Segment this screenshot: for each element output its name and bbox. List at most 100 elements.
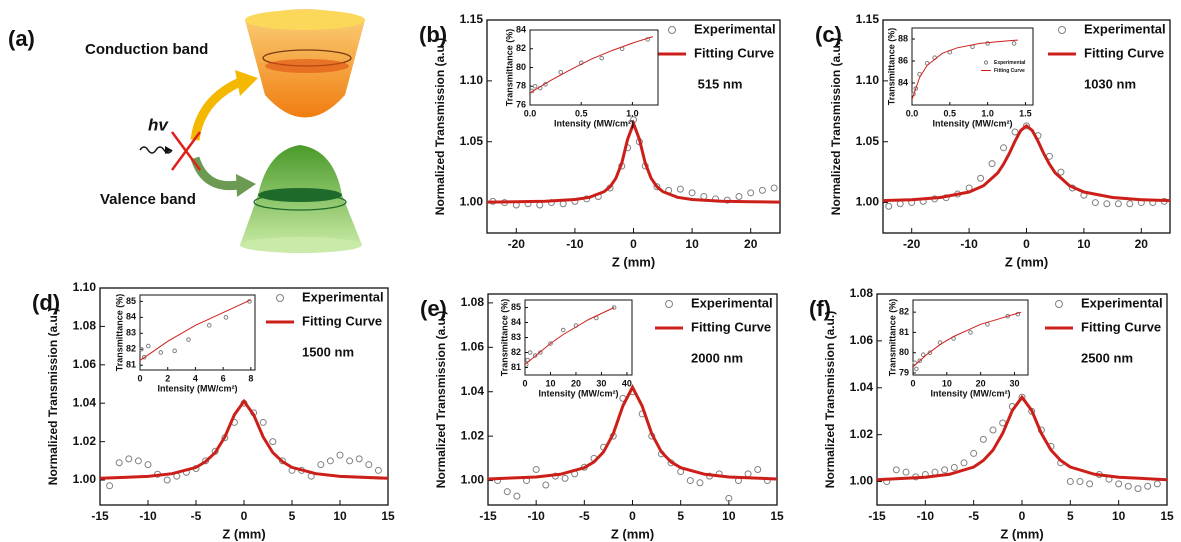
data-point <box>927 350 933 356</box>
y-tick-label: 1.02 <box>850 427 874 441</box>
arrow-head <box>235 70 258 96</box>
legend-label: Fitting Curve <box>1084 45 1164 60</box>
data-point <box>317 461 325 469</box>
x-tick-label: -5 <box>579 509 590 523</box>
x-tick-label: 5 <box>1067 509 1074 523</box>
data-point <box>1103 200 1111 208</box>
band-label: Conduction band <box>85 41 208 58</box>
data-point <box>735 192 743 200</box>
data-point <box>532 83 538 89</box>
data-point <box>527 350 533 355</box>
x-tick-label: -5 <box>191 509 202 523</box>
data-point <box>1144 482 1152 490</box>
data-point <box>902 468 910 476</box>
data-point <box>336 451 344 459</box>
legend-label: Fitting Curve <box>694 45 774 60</box>
y-tick-label: 82 <box>126 344 136 354</box>
y-tick-label: 82 <box>899 307 909 317</box>
y-axis-label: Transmittance (%) <box>504 29 514 107</box>
data-point <box>144 461 152 469</box>
data-point <box>977 174 985 182</box>
x-tick-label: -10 <box>960 237 978 251</box>
y-axis-label: Normalized Transmission (a.u.) <box>433 38 447 215</box>
x-tick-label: 20 <box>744 237 758 251</box>
y-tick-label: 84 <box>898 77 908 87</box>
data-point <box>725 494 733 502</box>
annotation: 2500 nm <box>1081 350 1133 365</box>
y-tick-label: 79 <box>899 367 909 377</box>
y-tick-label: 88 <box>898 33 908 43</box>
fit-curve <box>912 311 1022 368</box>
y-tick-label: 84 <box>511 317 521 327</box>
band-ring <box>258 188 342 202</box>
data-point <box>532 353 538 358</box>
data-point <box>645 37 651 42</box>
data-point <box>513 492 521 500</box>
x-tick-label: -10 <box>917 509 935 523</box>
y-tick-label: 85 <box>126 296 136 306</box>
x-tick-label: 10 <box>1112 509 1126 523</box>
y-tick-label: 80 <box>899 347 909 357</box>
y-tick-label: 1.00 <box>460 195 484 209</box>
x-tick-label: 8 <box>248 373 253 383</box>
x-axis-label: Z (mm) <box>611 526 654 541</box>
data-point <box>1091 199 1099 207</box>
data-point <box>1066 478 1074 486</box>
data-point <box>611 305 617 310</box>
data-point <box>979 435 987 443</box>
x-tick-label: 0.0 <box>524 108 537 118</box>
x-tick-label: 15 <box>1160 509 1174 523</box>
inset-chart: 0 10 20 30 79 80 81 82 Intensity (MW/cm²) Transmi… <box>887 299 1029 398</box>
fit-curve <box>524 307 615 365</box>
data-point <box>523 362 529 367</box>
y-tick-label: 1.06 <box>461 339 485 353</box>
band-ring <box>265 59 349 73</box>
x-tick-label: 15 <box>381 509 395 523</box>
x-tick-label: 1.0 <box>981 108 994 118</box>
arrow-head <box>165 146 172 154</box>
data-point <box>688 189 696 197</box>
panel-a: (a) Conduction band Valence band hv <box>8 9 365 253</box>
x-tick-label: 1.0 <box>626 108 639 118</box>
y-tick-label: 81 <box>899 327 909 337</box>
x-tick-label: 0 <box>910 378 915 388</box>
x-tick-label: 0.5 <box>575 108 588 118</box>
y-tick-label: 76 <box>516 99 526 109</box>
x-tick-label: 15 <box>770 509 784 523</box>
data-point <box>913 86 919 91</box>
data-point <box>653 183 661 191</box>
x-axis-label: Z (mm) <box>612 254 655 269</box>
data-point <box>146 343 151 349</box>
y-tick-label: 1.05 <box>856 134 880 148</box>
inset-chart: 0.0 0.5 1.0 76 78 80 82 84 Intensity (MW/cm²) Tra… <box>504 24 659 128</box>
data-point <box>125 455 133 463</box>
x-axis-label: Intensity (MW/cm²) <box>931 388 1011 398</box>
data-point <box>537 350 543 355</box>
y-axis-label: Normalized Transmission (a.u.) <box>829 38 843 215</box>
data-point <box>770 184 778 192</box>
x-tick-label: -20 <box>508 237 526 251</box>
data-point <box>892 466 900 474</box>
data-point <box>542 481 550 489</box>
legend-label: Experimental <box>691 295 773 310</box>
y-tick-label: 83 <box>511 332 521 342</box>
x-axis-label: Intensity (MW/cm²) <box>158 383 238 393</box>
data-point <box>346 457 354 465</box>
data-point <box>1126 200 1134 208</box>
data-point <box>355 455 363 463</box>
data-point <box>754 465 762 473</box>
y-tick-label: 1.15 <box>856 12 880 26</box>
x-axis-label: Intensity (MW/cm²) <box>933 118 1013 128</box>
y-tick-label: 84 <box>516 24 526 34</box>
y-tick-label: 78 <box>516 81 526 91</box>
data-point <box>885 202 893 210</box>
y-tick-label: 1.00 <box>73 472 97 486</box>
data-point <box>1124 482 1132 490</box>
fit-curve <box>486 119 781 204</box>
data-point <box>326 457 334 465</box>
data-point <box>558 69 564 75</box>
plot-frame <box>524 299 633 376</box>
legend-label: Experimental <box>1081 295 1163 310</box>
y-tick-label: 84 <box>126 312 136 322</box>
data-point <box>686 477 694 485</box>
